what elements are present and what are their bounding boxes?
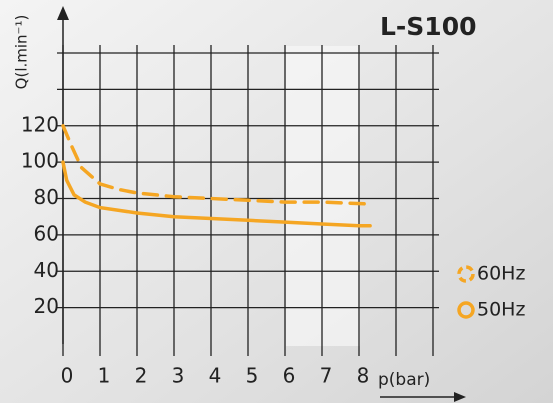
y-tick-label: 100 [21, 149, 59, 173]
y-tick-label: 20 [34, 294, 59, 318]
y-tick-label: 60 [34, 221, 59, 245]
y-tick-label: 80 [34, 185, 59, 209]
y-axis-arrow [57, 6, 69, 20]
x-tick-label: 3 [172, 364, 185, 388]
y-axis-label: Q(l.min⁻¹) [13, 15, 31, 90]
x-tick-label: 0 [61, 364, 74, 388]
legend-marker [457, 301, 475, 319]
series-line [61, 160, 372, 228]
x-tick-label: 2 [135, 364, 148, 388]
x-tick-label: 4 [209, 364, 222, 388]
y-tick-label: 40 [34, 258, 59, 282]
series-line [61, 124, 372, 206]
x-axis-arrow [454, 392, 466, 402]
legend-marker [457, 265, 475, 283]
x-tick-label: 5 [246, 364, 259, 388]
x-tick-label: 6 [283, 364, 296, 388]
x-tick-label: 8 [357, 364, 370, 388]
x-tick-label: 7 [320, 364, 333, 388]
y-tick-label: 120 [21, 112, 59, 136]
legend-label: 60Hz [477, 263, 525, 285]
legend-label: 50Hz [477, 299, 525, 321]
x-tick-label: 1 [98, 364, 111, 388]
background-highlight [286, 46, 360, 346]
x-axis-label: p(bar) [378, 370, 430, 390]
chart-title: L-S100 [380, 12, 477, 41]
